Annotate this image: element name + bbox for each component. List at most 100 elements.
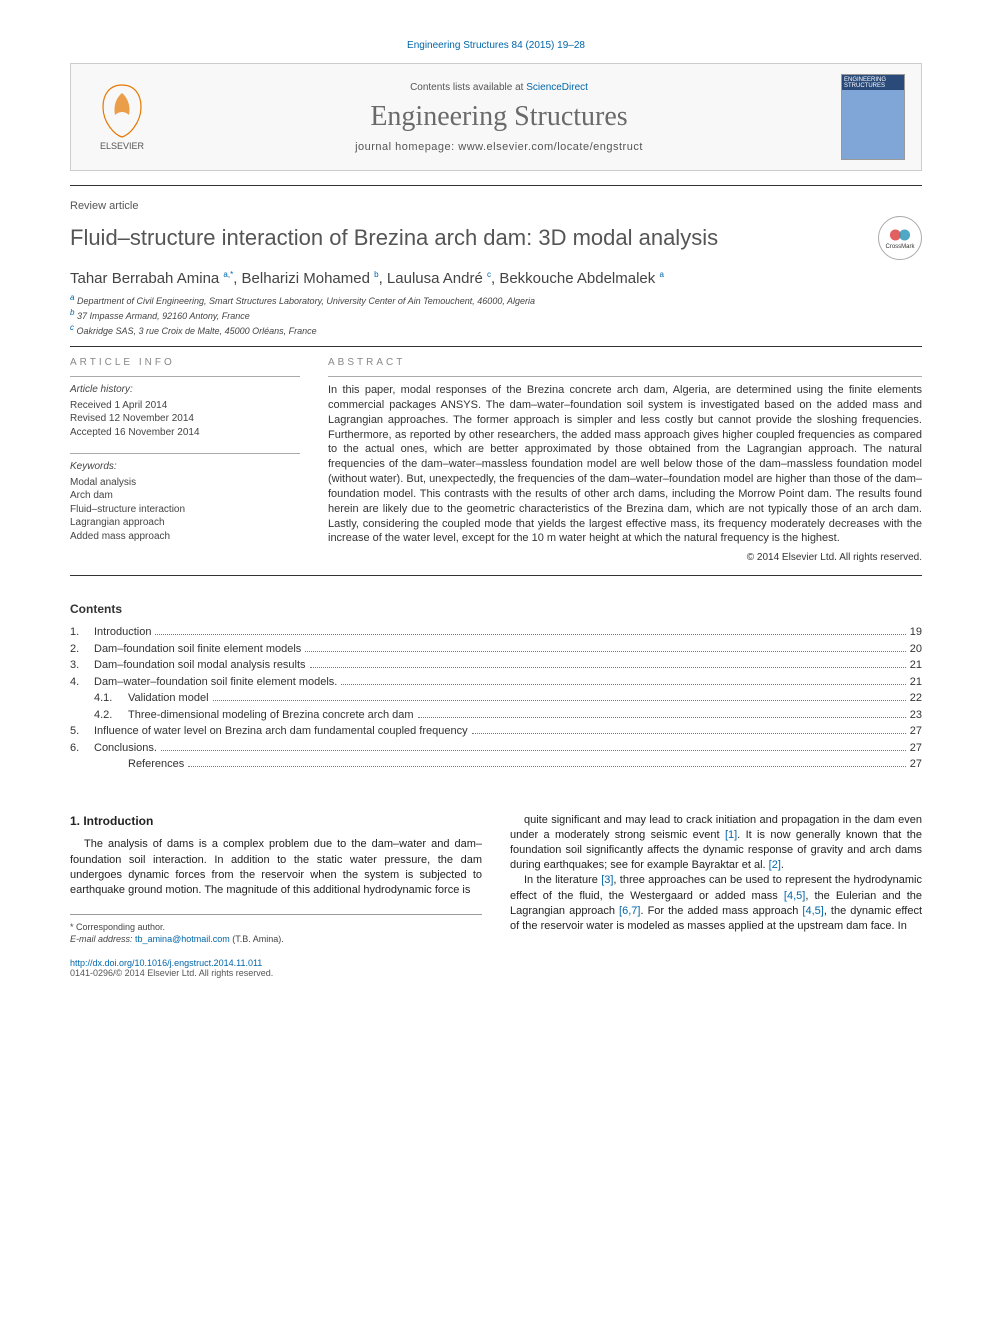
history-line: Revised 12 November 2014 (70, 412, 300, 426)
citation-ref[interactable]: [4,5] (784, 890, 805, 902)
toc-num: 3. (70, 657, 94, 674)
toc-label: Dam–foundation soil modal analysis resul… (94, 657, 306, 674)
toc-page: 27 (910, 756, 922, 773)
history-label: Article history: (70, 383, 300, 397)
toc-label: Three-dimensional modeling of Brezina co… (128, 707, 414, 724)
email-tail: (T.B. Amina). (230, 934, 284, 944)
toc-num: 2. (70, 641, 94, 658)
citation-ref[interactable]: [1] (725, 829, 737, 841)
keywords: Keywords: Modal analysisArch damFluid–st… (70, 460, 300, 543)
citation-ref[interactable]: [4,5] (802, 905, 823, 917)
intro-para-left: The analysis of dams is a complex proble… (70, 837, 482, 898)
intro-para-right-2: In the literature [3], three approaches … (510, 873, 922, 934)
toc-page: 19 (910, 624, 922, 641)
toc-row[interactable]: 4.1.Validation model22 (70, 690, 922, 707)
toc-row[interactable]: 6.Conclusions. 27 (70, 740, 922, 757)
article-info-column: ARTICLE INFO Article history: Received 1… (70, 357, 300, 563)
toc-label: Dam–water–foundation soil finite element… (94, 674, 337, 691)
keyword: Added mass approach (70, 530, 300, 544)
keyword: Fluid–structure interaction (70, 503, 300, 517)
toc-page: 23 (910, 707, 922, 724)
intro-para-right-1: quite significant and may lead to crack … (510, 813, 922, 874)
toc-row[interactable]: 2.Dam–foundation soil finite element mod… (70, 641, 922, 658)
authors: Tahar Berrabah Amina a,*, Belharizi Moha… (70, 270, 922, 287)
toc-row[interactable]: 4.Dam–water–foundation soil finite eleme… (70, 674, 922, 691)
toc-row[interactable]: 5.Influence of water level on Brezina ar… (70, 723, 922, 740)
toc-label: Validation model (128, 690, 209, 707)
abstract-copyright: © 2014 Elsevier Ltd. All rights reserved… (328, 552, 922, 563)
corr-email[interactable]: tb_amina@hotmail.com (135, 934, 230, 944)
citation-ref[interactable]: [4,5] (784, 890, 805, 902)
history-line: Received 1 April 2014 (70, 399, 300, 413)
citation-ref[interactable]: [4,5] (802, 905, 823, 917)
toc-page: 27 (910, 723, 922, 740)
toc-dots (161, 750, 906, 751)
toc-page: 27 (910, 740, 922, 757)
journal-cover-thumb: ENGINEERING STRUCTURES (841, 74, 905, 160)
toc-page: 21 (910, 657, 922, 674)
citation-header: Engineering Structures 84 (2015) 19–28 (70, 40, 922, 51)
affiliation: b 37 Impasse Armand, 92160 Antony, Franc… (70, 308, 922, 321)
body-right-column: quite significant and may lead to crack … (510, 813, 922, 946)
keyword: Arch dam (70, 489, 300, 503)
keywords-label: Keywords: (70, 460, 300, 474)
corresponding-author-footer: * Corresponding author. E-mail address: … (70, 914, 482, 946)
sciencedirect-link[interactable]: ScienceDirect (526, 82, 588, 93)
toc-page: 21 (910, 674, 922, 691)
journal-name: Engineering Structures (173, 101, 825, 133)
article-title: Fluid–structure interaction of Brezina a… (70, 225, 866, 251)
toc-num: 4. (70, 674, 94, 691)
crossmark-label: CrossMark (885, 244, 914, 250)
elsevier-logo: ELSEVIER (87, 77, 157, 157)
citation-ref[interactable]: [3] (601, 874, 613, 886)
body-left-column: 1. Introduction The analysis of dams is … (70, 813, 482, 946)
toc-num: 6. (70, 740, 94, 757)
toc-dots (188, 766, 905, 767)
keyword: Modal analysis (70, 476, 300, 490)
history-line: Accepted 16 November 2014 (70, 426, 300, 440)
toc-num: 1. (70, 624, 94, 641)
toc-dots (341, 684, 905, 685)
publication-info: 0141-0296/© 2014 Elsevier Ltd. All right… (70, 968, 922, 978)
toc-dots (472, 733, 906, 734)
journal-header: ELSEVIER Contents lists available at Sci… (70, 63, 922, 171)
toc-label: Conclusions. (94, 740, 157, 757)
toc-dots (305, 651, 905, 652)
keyword: Lagrangian approach (70, 516, 300, 530)
article-history: Article history: Received 1 April 2014Re… (70, 383, 300, 439)
abstract-text: In this paper, modal responses of the Br… (328, 383, 922, 546)
contents-title: Contents (70, 602, 922, 616)
contents-prefix: Contents lists available at (410, 82, 526, 93)
crossmark-badge[interactable]: CrossMark (878, 216, 922, 260)
toc-dots (155, 634, 905, 635)
journal-homepage: journal homepage: www.elsevier.com/locat… (173, 141, 825, 153)
contents-available: Contents lists available at ScienceDirec… (173, 82, 825, 93)
citation-ref[interactable]: [2] (769, 859, 781, 871)
toc-label: Introduction (94, 624, 151, 641)
section-1-head: 1. Introduction (70, 813, 482, 830)
toc-num: 4.2. (94, 707, 128, 724)
doi-link[interactable]: http://dx.doi.org/10.1016/j.engstruct.20… (70, 958, 922, 968)
toc-dots (213, 700, 906, 701)
toc-num: 4.1. (94, 690, 128, 707)
affiliation: a Department of Civil Engineering, Smart… (70, 293, 922, 306)
contents-section: Contents 1.Introduction192.Dam–foundatio… (70, 602, 922, 773)
toc-label: References (128, 756, 184, 773)
article-type: Review article (70, 200, 922, 212)
article-info-head: ARTICLE INFO (70, 357, 300, 368)
toc-row[interactable]: 1.Introduction 19 (70, 624, 922, 641)
toc-row[interactable]: References 27 (70, 756, 922, 773)
toc-dots (418, 717, 906, 718)
elsevier-label: ELSEVIER (100, 141, 144, 151)
toc-page: 20 (910, 641, 922, 658)
toc-row[interactable]: 4.2.Three-dimensional modeling of Brezin… (70, 707, 922, 724)
abstract-column: ABSTRACT In this paper, modal responses … (328, 357, 922, 563)
toc-label: Influence of water level on Brezina arch… (94, 723, 468, 740)
toc-num: 5. (70, 723, 94, 740)
toc-label: Dam–foundation soil finite element model… (94, 641, 301, 658)
toc-row[interactable]: 3.Dam–foundation soil modal analysis res… (70, 657, 922, 674)
abstract-head: ABSTRACT (328, 357, 922, 368)
citation-ref[interactable]: [6,7] (619, 905, 640, 917)
email-label: E-mail address: (70, 934, 133, 944)
toc-dots (310, 667, 906, 668)
